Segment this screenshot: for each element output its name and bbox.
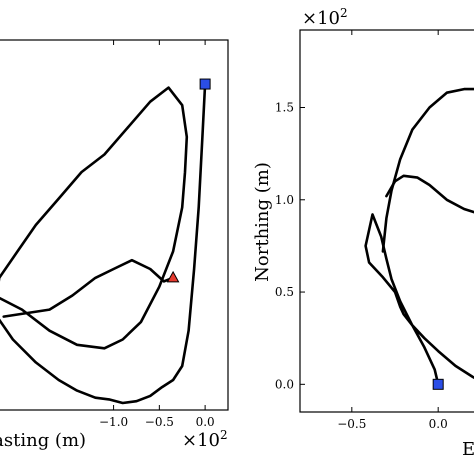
y-offset-label-base: ×10 [302, 8, 340, 29]
x-tick-label-right: 0.0 [429, 417, 448, 431]
y-tick-label-right: 1.5 [275, 101, 294, 115]
chart-right: −0.5 0.0 0.0 0.5 1.0 1.5 ×102 Northing (m) E [252, 6, 474, 460]
x-tick-label-left: −0.5 [145, 415, 174, 429]
y-offset-label-exp: 2 [340, 6, 348, 20]
marker-group-left [166, 78, 211, 283]
tick-group-left: −1.0 −0.5 0.0 [99, 40, 215, 429]
series-group-right [364, 87, 474, 386]
trajectory-line-right-2 [385, 174, 474, 214]
x-tick-label-left: −1.0 [99, 415, 128, 429]
trajectory-line-right-0 [364, 213, 474, 386]
x-offset-label-exp: 2 [220, 428, 228, 442]
trajectory-line-left-0 [0, 82, 207, 405]
plot-frame-left [0, 39, 229, 411]
end-marker-left [166, 270, 180, 283]
tick-group-right: −0.5 0.0 0.0 0.5 1.0 1.5 [275, 30, 448, 431]
y-tick-label-right: 0.5 [275, 285, 294, 299]
plot-frame-right [299, 29, 474, 413]
marker-group-right [432, 378, 444, 390]
series-group-left [0, 82, 207, 405]
x-offset-label-base: ×10 [182, 430, 220, 451]
y-offset-label-right: ×102 [302, 6, 348, 29]
chart-left: −1.0 −0.5 0.0 Easting (m) ×102 [0, 39, 229, 451]
trajectory-line-left-1 [2, 258, 175, 318]
start-marker-left [199, 78, 211, 90]
x-axis-label-right: E [462, 439, 474, 460]
y-axis-label-right: Northing (m) [252, 162, 273, 282]
y-tick-label-right: 1.0 [275, 193, 294, 207]
x-tick-label-right: −0.5 [337, 417, 366, 431]
x-axis-label-left: Easting (m) [0, 430, 86, 451]
x-offset-label-left: ×102 [182, 428, 228, 451]
y-tick-label-right: 0.0 [275, 377, 294, 391]
start-marker-right [432, 378, 444, 390]
x-tick-label-left: 0.0 [196, 415, 215, 429]
trajectory-line-right-1 [381, 87, 474, 253]
